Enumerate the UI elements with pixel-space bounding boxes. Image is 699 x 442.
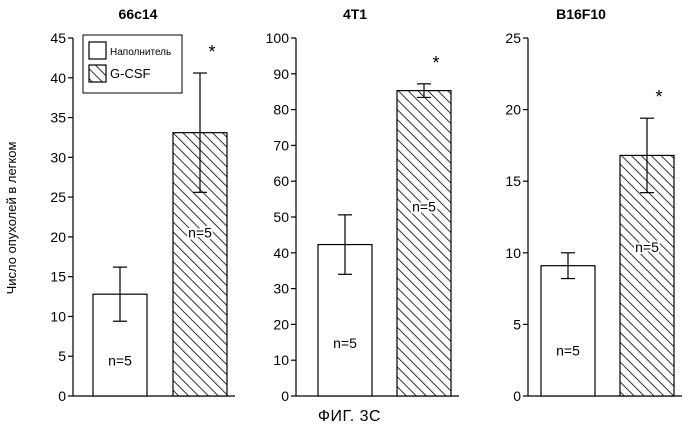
y-tick-label: 90 (273, 66, 289, 82)
significance-marker: * (208, 42, 215, 62)
chart-panel-3: B16F10 0 5 10 15 20 25 n=5 n=5 * (505, 6, 682, 404)
y-tick-label: 80 (273, 102, 289, 118)
bar-label: n=5 (188, 225, 212, 241)
y-axis-label: Число опухолей в легком (4, 142, 19, 295)
y-tick-label: 5 (513, 316, 521, 332)
y-tick-label: 35 (50, 110, 66, 126)
y-tick-label: 40 (273, 245, 289, 261)
chart-title: 66c14 (119, 6, 158, 22)
y-tick-label: 15 (50, 269, 66, 285)
legend-label-vehicle: Наполнитель (110, 47, 171, 58)
y-tick-label: 30 (273, 281, 289, 297)
bar-label: n=5 (108, 352, 132, 368)
bar-gcsf (396, 90, 452, 397)
bar-vehicle (540, 265, 596, 397)
y-tick-label: 60 (273, 173, 289, 189)
bar-label: n=5 (333, 335, 357, 351)
y-tick-label: 0 (513, 388, 521, 404)
y-tick-label: 30 (50, 149, 66, 165)
y-tick-label: 40 (50, 70, 66, 86)
y-tick-label: 50 (273, 209, 289, 225)
y-tick-label: 0 (281, 388, 289, 404)
y-tick-label: 20 (50, 229, 66, 245)
chart-title: 4T1 (343, 6, 367, 22)
significance-marker: * (432, 53, 439, 73)
significance-marker: * (655, 87, 662, 107)
y-tick-label: 5 (58, 348, 66, 364)
bar-label: n=5 (412, 199, 436, 215)
y-tick-label: 15 (505, 173, 521, 189)
legend-swatch-gcsf (88, 64, 107, 83)
y-tick-label: 25 (505, 30, 521, 46)
legend-swatch-vehicle (88, 41, 107, 60)
y-tick-label: 100 (266, 30, 290, 46)
bar-label: n=5 (635, 239, 659, 255)
y-tick-label: 10 (273, 352, 289, 368)
y-tick-label: 25 (50, 189, 66, 205)
chart-panels: 66c14 0 5 10 15 20 25 30 35 40 45 n=5 n=5 * 4T1 0 10 20 30… (50, 6, 682, 404)
y-tick-label: 20 (505, 102, 521, 118)
y-tick-label: 10 (50, 308, 66, 324)
y-tick-label: 70 (273, 137, 289, 153)
legend: Наполнитель G-CSF (82, 34, 183, 94)
y-tick-label: 20 (273, 316, 289, 332)
legend-label-gcsf: G-CSF (110, 66, 151, 81)
y-tick-label: 45 (50, 30, 66, 46)
bar-label: n=5 (556, 342, 580, 358)
y-tick-label: 10 (505, 245, 521, 261)
figure-caption: ФИГ. 3С (317, 408, 382, 425)
y-tick-label: 0 (58, 388, 66, 404)
chart-title: B16F10 (556, 6, 606, 22)
chart-panel-1: 66c14 0 5 10 15 20 25 30 35 40 45 n=5 n=5 * (50, 6, 235, 404)
chart-panel-2: 4T1 0 10 20 30 40 50 60 70 80 90 100 n=5 n=5 * (266, 6, 459, 404)
